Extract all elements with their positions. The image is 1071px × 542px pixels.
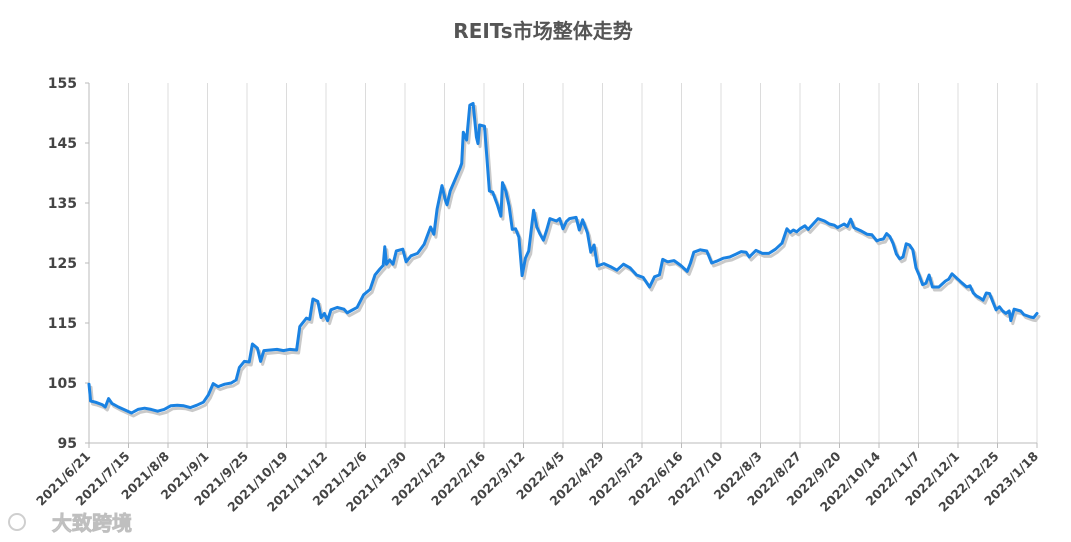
series-line-shadow <box>89 104 1041 418</box>
y-tick-label: 155 <box>48 76 77 92</box>
watermark: 大致跨境 <box>8 511 132 535</box>
y-tick-label: 145 <box>48 136 77 152</box>
grid-lines <box>88 83 1038 443</box>
x-axis: 2021/6/212021/7/152021/8/82021/9/12021/9… <box>33 442 1041 515</box>
y-tick-label: 95 <box>58 436 77 452</box>
series-line <box>87 101 1039 415</box>
y-tick-label: 125 <box>48 256 77 272</box>
y-tick-label: 115 <box>48 316 77 332</box>
watermark-logo-icon <box>8 513 26 531</box>
y-tick-label: 105 <box>48 376 77 392</box>
chart-title: REITs市场整体走势 <box>453 19 632 43</box>
y-axis: 95 105 115 125 135 145 155 <box>48 76 90 452</box>
y-tick-label: 135 <box>48 196 77 212</box>
watermark-text: 大致跨境 <box>52 511 132 535</box>
